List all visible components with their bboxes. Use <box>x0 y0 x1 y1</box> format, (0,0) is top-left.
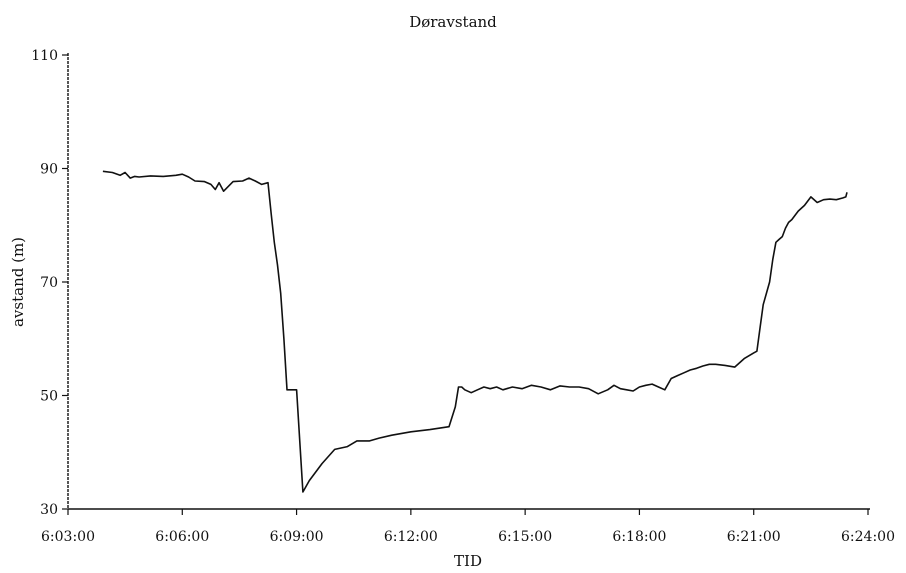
x-ticks: 6:03:00 6:06:00 6:09:00 6:12:00 6:15:00 6:18:… <box>41 509 895 545</box>
x-tick-label: 6:24:00 <box>841 529 895 545</box>
y-tick-label: 30 <box>40 502 58 518</box>
series-line <box>102 170 848 493</box>
x-tick-label: 6:09:00 <box>270 529 324 545</box>
x-tick-label: 6:06:00 <box>155 529 209 545</box>
x-tick-label: 6:15:00 <box>498 529 552 545</box>
x-axis-title: TID <box>454 552 482 570</box>
x-tick-label: 6:21:00 <box>727 529 781 545</box>
y-tick-label: 50 <box>40 389 58 405</box>
y-axis-title: avstand (m) <box>9 237 27 327</box>
y-tick-label: 70 <box>40 275 58 291</box>
x-tick-label: 6:12:00 <box>384 529 438 545</box>
y-tick-label: 90 <box>40 162 58 178</box>
x-tick-label: 6:18:00 <box>612 529 666 545</box>
y-tick-label: 110 <box>31 48 58 64</box>
y-ticks: 30 50 70 90 110 <box>31 48 68 518</box>
chart-title: Døravstand <box>409 13 497 31</box>
x-tick-label: 6:03:00 <box>41 529 95 545</box>
